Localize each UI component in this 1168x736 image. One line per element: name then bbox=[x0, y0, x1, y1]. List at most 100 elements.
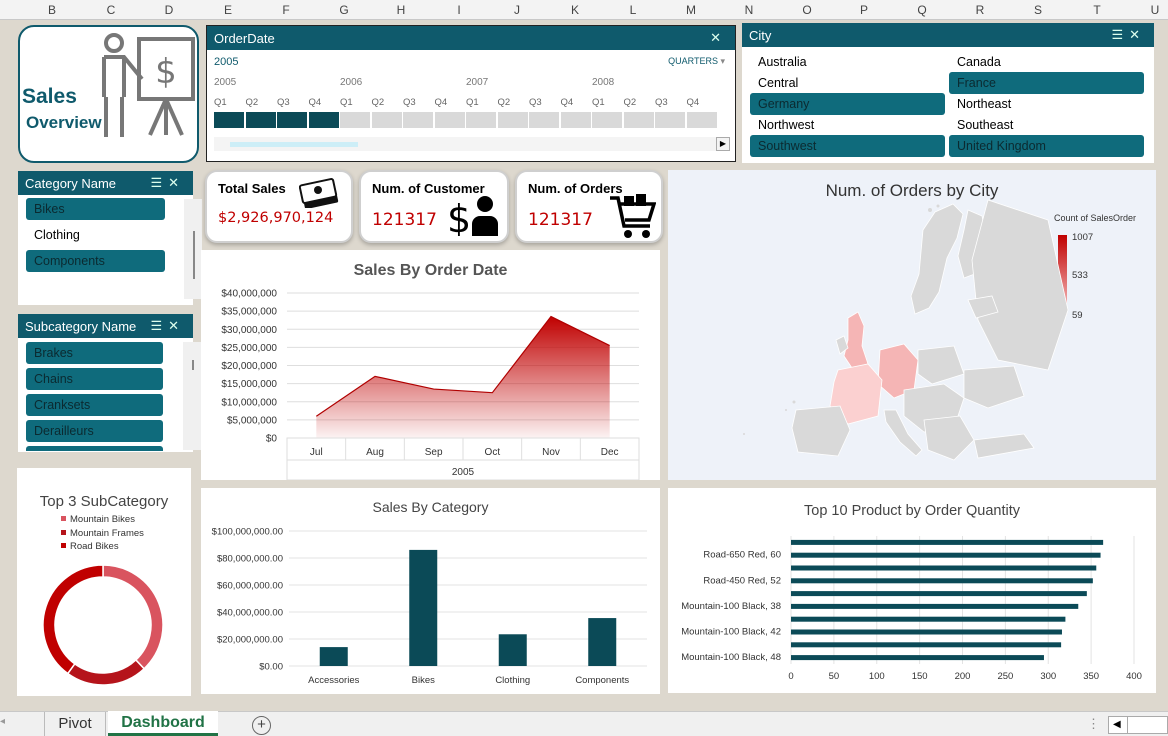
column-header-L[interactable]: L bbox=[629, 3, 637, 17]
city-slicer[interactable]: City ☰✕ Australia Canada Central France Germ… bbox=[742, 23, 1154, 163]
tab-dashboard[interactable]: Dashboard bbox=[108, 711, 218, 736]
multiselect-and-clear-icons[interactable]: ☰✕ bbox=[150, 175, 185, 190]
add-sheet-icon[interactable]: + bbox=[252, 716, 271, 735]
column-header-M[interactable]: M bbox=[686, 3, 696, 17]
timeline-period-bar[interactable] bbox=[403, 112, 433, 128]
timeline-period-bar[interactable] bbox=[371, 112, 402, 128]
timeline-period-bar[interactable] bbox=[686, 112, 717, 128]
column-header-O[interactable]: O bbox=[802, 3, 812, 17]
column-header-K[interactable]: K bbox=[570, 3, 579, 17]
timeline-period-bar[interactable] bbox=[214, 112, 244, 128]
subcategory-slicer[interactable]: Subcategory Name ☰✕ Brakes Chains Crankset… bbox=[18, 314, 201, 452]
timeline-scroll-thumb[interactable] bbox=[230, 142, 358, 147]
timeline-period-bar[interactable] bbox=[560, 112, 591, 128]
city-item-northwest[interactable]: Northwest bbox=[758, 118, 815, 132]
city-item-australia[interactable]: Australia bbox=[758, 55, 807, 69]
multiselect-and-clear-icons[interactable]: ☰✕ bbox=[150, 318, 185, 333]
column-header-H[interactable]: H bbox=[396, 3, 406, 17]
column-header-Q[interactable]: Q bbox=[917, 3, 927, 17]
y-tick-label: $15,000,000 bbox=[221, 379, 277, 390]
column-header-P[interactable]: P bbox=[859, 3, 868, 17]
subcategory-item-brakes[interactable]: Brakes bbox=[26, 342, 163, 364]
timeline-period-bar[interactable] bbox=[245, 112, 276, 128]
clear-filter-icon[interactable]: ✕ bbox=[710, 30, 727, 45]
city-item-france[interactable]: France bbox=[949, 72, 1144, 94]
column-header-C[interactable]: C bbox=[106, 3, 116, 17]
city-item-united-kingdom[interactable]: United Kingdom bbox=[949, 135, 1144, 157]
column-header-F[interactable]: F bbox=[282, 3, 290, 17]
orderdate-timeline-slicer[interactable]: OrderDate ✕ 2005 QUARTERS ▾ 2005 2006 2007… bbox=[206, 25, 736, 162]
column-header-T[interactable]: T bbox=[1093, 3, 1101, 17]
timeline-period-bar[interactable] bbox=[308, 112, 339, 128]
subcategory-item-derailleurs[interactable]: Derailleurs bbox=[26, 420, 163, 442]
subcategory-item-partial[interactable] bbox=[26, 446, 163, 451]
category-item-clothing[interactable]: Clothing bbox=[34, 228, 80, 242]
scroll-right-icon[interactable]: ▶ bbox=[716, 137, 730, 151]
legend-item-mountain-bikes: Mountain Bikes bbox=[61, 514, 135, 525]
legend-label: Mountain Frames bbox=[70, 527, 144, 539]
column-header-J[interactable]: J bbox=[514, 3, 520, 17]
timeline-period-bar[interactable] bbox=[655, 112, 685, 128]
timeline-period-bar[interactable] bbox=[592, 112, 622, 128]
map-legend-max: 1007 bbox=[1072, 232, 1094, 243]
column-header-S[interactable]: S bbox=[1033, 3, 1042, 17]
timeline-quarter: Q3 bbox=[277, 97, 290, 108]
y-tick-label: $30,000,000 bbox=[221, 325, 277, 336]
timeline-period-bar[interactable] bbox=[497, 112, 528, 128]
donut-slice-mountain-bikes bbox=[102, 564, 164, 670]
timeline-period-bar[interactable] bbox=[277, 112, 307, 128]
title-card: Sales Overview $ bbox=[18, 25, 199, 163]
timeline-quarter: Q1 bbox=[340, 97, 353, 108]
timeline-period-bar[interactable] bbox=[466, 112, 496, 128]
timeline-quarter: Q2 bbox=[497, 97, 511, 108]
timeline-scrollbar[interactable]: ▶ bbox=[214, 137, 730, 151]
slicer-scrollbar[interactable] bbox=[184, 199, 202, 299]
category-item-bikes[interactable]: Bikes bbox=[26, 198, 165, 220]
product-label: Road-450 Red, 52 bbox=[703, 575, 781, 586]
slicer-scrollbar[interactable] bbox=[183, 342, 201, 450]
product-bar-5 bbox=[791, 591, 1087, 597]
category-slicer[interactable]: Category Name ☰✕ Bikes Clothing Components bbox=[18, 171, 202, 305]
timeline-period-bar[interactable] bbox=[529, 112, 559, 128]
timeline-period-bar[interactable] bbox=[623, 112, 654, 128]
y-tick-label: $35,000,000 bbox=[221, 307, 277, 318]
column-header-G[interactable]: G bbox=[339, 3, 349, 17]
timeline-level-dropdown[interactable]: QUARTERS ▾ bbox=[668, 56, 725, 66]
timeline-period-bar[interactable] bbox=[434, 112, 465, 128]
kpi-title: Num. of Customer bbox=[372, 181, 485, 196]
tabbar-more-icon[interactable]: ⋮ bbox=[1087, 716, 1100, 731]
city-item-central[interactable]: Central bbox=[758, 76, 799, 90]
x-tick-label: 350 bbox=[1083, 671, 1099, 682]
timeline-year: 2006 bbox=[340, 77, 363, 88]
category-item-components[interactable]: Components bbox=[26, 250, 165, 272]
column-header-D[interactable]: D bbox=[164, 3, 174, 17]
horizontal-scrollbar[interactable]: ◀ bbox=[1108, 716, 1168, 734]
product-bar-7 bbox=[791, 616, 1066, 622]
scroll-left-icon[interactable]: ◀ bbox=[1113, 719, 1121, 730]
sales-by-category-chart: $100,000,000.00 $80,000,000.00 $60,000,000… bbox=[212, 527, 647, 686]
x-tick-label: Nov bbox=[542, 447, 560, 458]
map-region-poland bbox=[917, 345, 965, 385]
kpi-orders: Num. of Orders 121317 bbox=[515, 170, 663, 243]
column-header-E[interactable]: E bbox=[223, 3, 232, 17]
city-item-northeast[interactable]: Northeast bbox=[957, 97, 1012, 111]
column-header-I[interactable]: I bbox=[457, 3, 461, 17]
timeline-period-bar[interactable] bbox=[340, 112, 370, 128]
chevron-down-icon: ▾ bbox=[720, 56, 725, 66]
subcategory-item-chains[interactable]: Chains bbox=[26, 368, 163, 390]
column-header-R[interactable]: R bbox=[975, 3, 985, 17]
tab-pivot[interactable]: Pivot bbox=[44, 712, 106, 736]
tab-prev-arrow[interactable]: ◂ bbox=[0, 716, 6, 727]
subcategory-item-cranksets[interactable]: Cranksets bbox=[26, 394, 163, 416]
city-item-canada[interactable]: Canada bbox=[957, 55, 1001, 69]
timeline-quarter: Q3 bbox=[529, 97, 542, 108]
city-item-germany[interactable]: Germany bbox=[750, 93, 945, 115]
column-header-U[interactable]: U bbox=[1150, 3, 1160, 17]
x-tick-label: 250 bbox=[997, 671, 1013, 682]
column-header-B[interactable]: B bbox=[47, 3, 56, 17]
chart-title: Sales By Category bbox=[372, 499, 489, 515]
column-header-N[interactable]: N bbox=[744, 3, 754, 17]
multiselect-and-clear-icons[interactable]: ☰✕ bbox=[1111, 27, 1146, 42]
city-item-southwest[interactable]: Southwest bbox=[750, 135, 945, 157]
city-item-southeast[interactable]: Southeast bbox=[957, 118, 1014, 132]
